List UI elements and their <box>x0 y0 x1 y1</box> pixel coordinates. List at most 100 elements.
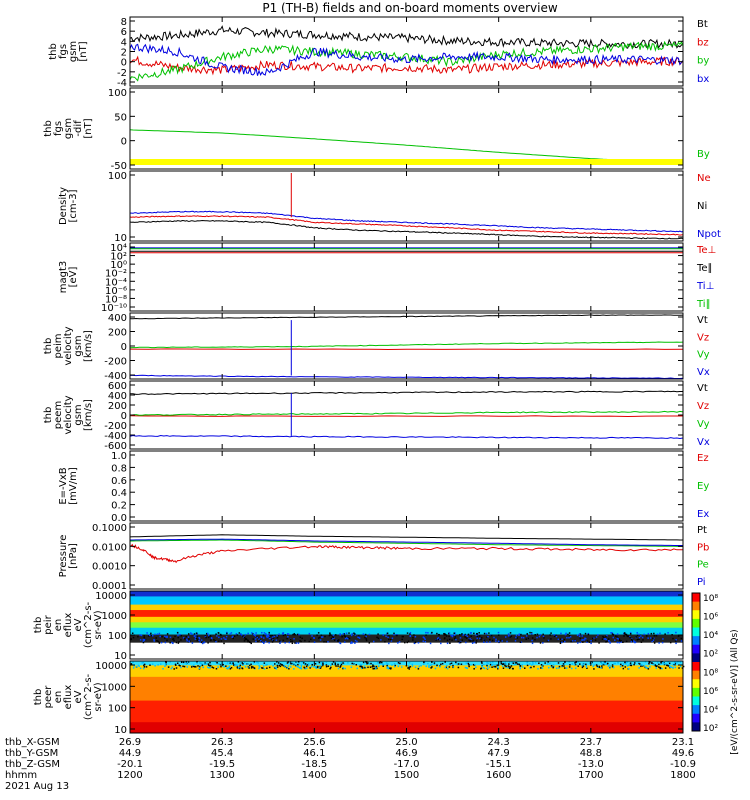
spectrogram-dot <box>367 666 369 669</box>
spectrogram-dot <box>431 661 433 663</box>
legend-Vx: Vx <box>697 367 710 378</box>
spectrogram-dot <box>444 637 446 639</box>
y-tick-label: 0.6 <box>111 476 127 487</box>
spectrogram-dot <box>177 642 180 644</box>
spectrogram-dot <box>339 666 341 668</box>
spectrogram-dot <box>470 664 472 666</box>
spectrogram-dot <box>546 640 549 642</box>
y-tick-label: 200 <box>108 328 127 339</box>
spectrogram-dot <box>190 666 193 668</box>
spectrogram-dot <box>394 664 396 667</box>
spectrogram-dot <box>500 662 503 665</box>
spectrogram-dot <box>253 667 256 669</box>
x-axis-value: 26.9 <box>119 737 141 748</box>
spectrogram-dot <box>550 664 553 667</box>
spectrogram-dot <box>328 634 331 637</box>
spectrogram-dot <box>393 663 396 665</box>
spectrogram-dot <box>414 636 417 638</box>
spectrogram-dot <box>186 666 189 668</box>
spectrogram-dot <box>544 662 546 664</box>
spectrogram-dot <box>237 667 240 669</box>
spectrogram-dot <box>233 664 235 666</box>
y-axis-label-line: (cm^2-s- <box>83 601 94 648</box>
spectrogram-dot <box>327 665 330 667</box>
spectrogram-dot <box>317 637 320 639</box>
spectrogram-dot <box>534 662 537 664</box>
spectrogram-dot <box>323 641 325 643</box>
spectrogram-dot <box>201 663 204 666</box>
spectrogram-dot <box>294 633 296 636</box>
x-axis-value: 1200 <box>117 770 142 781</box>
spectrogram-dot <box>229 661 231 663</box>
y-axis-label: thb peem velocity gsm [km/s] <box>43 395 94 434</box>
spectrogram-dot <box>582 639 584 641</box>
spectrogram-dot <box>542 635 545 638</box>
spectrogram-dot <box>178 641 180 643</box>
spectrogram-dot <box>201 664 204 667</box>
series-line-Npot <box>129 210 684 233</box>
spectrogram-dot <box>451 634 454 637</box>
panel-frame <box>129 16 684 87</box>
spectrogram-dot <box>561 665 564 667</box>
spectrogram-dot <box>508 663 510 665</box>
spectrogram-dot <box>519 641 522 643</box>
spectrogram-dot <box>315 665 318 668</box>
spectrogram-dot <box>431 631 433 634</box>
spectrogram-dot <box>590 661 593 664</box>
spectrogram-dot <box>285 666 287 668</box>
spectrogram-dot <box>411 665 414 667</box>
y-axis-label-line: [cm-3] <box>68 189 79 222</box>
spectrogram-dot <box>364 666 366 669</box>
spectrogram-dot <box>471 642 474 644</box>
y-tick-label: 10⁻¹⁰ <box>101 303 127 314</box>
spectrogram-dot <box>220 634 222 636</box>
spectrogram-dot <box>647 632 650 635</box>
spectrogram-dot <box>509 635 511 637</box>
spectrogram-dot <box>354 634 357 636</box>
spectrogram-band-7 <box>130 627 683 636</box>
y-tick-label: 50 <box>114 112 127 123</box>
spectrogram-dot <box>186 661 189 663</box>
spectrogram-dot <box>223 666 225 668</box>
spectrogram-dot <box>519 664 522 667</box>
y-axis-label-line: fgs <box>58 44 69 59</box>
spectrogram-dot <box>649 637 652 639</box>
spectrogram-dot <box>359 663 362 666</box>
spectrogram-dot <box>284 634 287 636</box>
spectrogram-dot <box>557 662 560 664</box>
spectrogram-dot <box>218 640 220 643</box>
spectrogram-dot <box>176 662 179 664</box>
spectrogram-dot <box>518 633 521 635</box>
spectrogram-dot <box>549 634 551 636</box>
spectrogram-dot <box>313 641 316 644</box>
spectrogram-dot <box>367 662 370 664</box>
spectrogram-dot <box>353 632 355 634</box>
spectrogram-dot <box>667 665 670 667</box>
x-axis-value: -18.5 <box>301 759 327 770</box>
legend-Ni: Ni <box>697 201 707 212</box>
spectrogram-dot <box>207 666 210 669</box>
spectrogram-dot <box>514 640 517 642</box>
spectrogram-dot <box>286 662 289 664</box>
spectrogram-dot <box>541 665 543 667</box>
spectrogram-dot <box>286 667 289 669</box>
spectrogram-dot <box>279 663 282 665</box>
spectrogram-dot <box>263 642 265 645</box>
spectrogram-dot <box>669 665 671 668</box>
spectrogram-dot <box>428 665 430 667</box>
spectrogram-dot <box>294 642 296 644</box>
spectrogram-dot <box>165 661 167 664</box>
spectrogram-dot <box>301 661 303 663</box>
spectrogram-dot <box>264 640 267 643</box>
colorbar-tick-label: 10² <box>703 724 718 734</box>
spectrogram-dot <box>189 640 191 642</box>
spectrogram-dot <box>276 635 278 637</box>
spectrogram-dot <box>298 661 301 663</box>
spectrogram-dot <box>409 635 412 638</box>
spectrogram-dot <box>364 636 366 639</box>
spectrogram-dot <box>575 661 577 663</box>
spectrogram-dot <box>320 634 323 636</box>
spectrogram-dot <box>612 636 615 639</box>
spectrogram-dot <box>352 663 355 665</box>
spectrogram-dot <box>155 640 158 642</box>
